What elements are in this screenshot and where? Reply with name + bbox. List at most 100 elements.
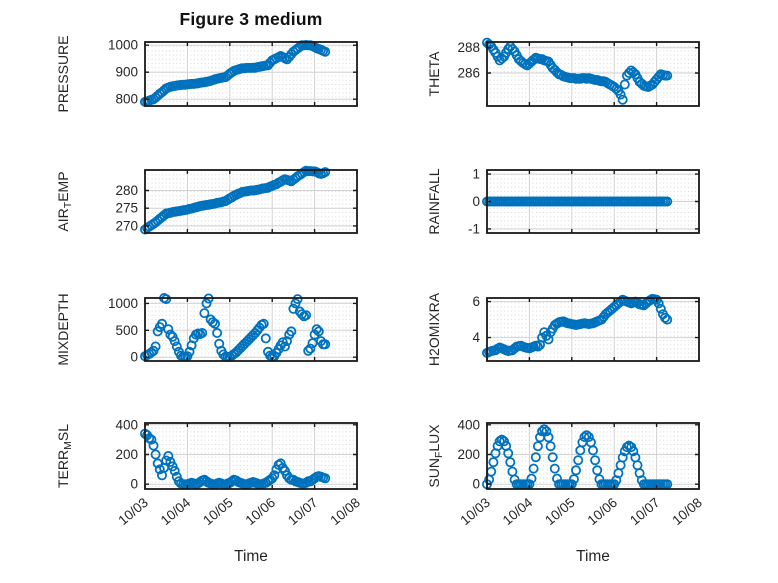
data-point [653,298,664,309]
axes-frame [486,41,700,107]
y-tick-label: 1 [472,167,480,182]
major-grid [487,423,699,489]
data-point [537,426,548,437]
x-tick-label: 10/06 [243,495,279,528]
x-tick-label: 10/03 [457,495,493,528]
y-axis-label: THETA [426,51,442,97]
data-point [660,312,671,323]
tick-marks [144,423,358,489]
data-point [286,326,297,337]
data-point [169,336,180,347]
data-point [296,309,307,320]
x-tick-label: 10/03 [115,495,151,528]
y-axis-label: MIXDEPTH [55,293,71,365]
y-axis-label: RAINFALL [426,168,442,234]
data-point [581,430,592,441]
data-points [481,196,673,207]
data-point [320,46,331,57]
data-point [530,452,541,463]
data-point [305,343,316,354]
data-point [320,167,331,178]
data-point [320,339,331,350]
data-point [498,436,509,447]
data-point [150,449,161,460]
x-tick-label: 10/04 [500,495,536,529]
axes-frame [486,422,700,490]
subplot-sun-flux: 0 200 400 SUNFLUX 10/03 10/04 10/05 10/06 10/07 1… [426,417,705,528]
x-tick-label: 10/05 [542,495,578,528]
data-points [139,40,331,107]
major-grid [145,42,357,106]
x-tick-label: 10/07 [627,495,663,528]
data-point [184,346,195,357]
data-point [269,470,280,481]
y-tick-label: 4 [472,330,480,345]
data-point [615,89,626,100]
data-point [212,327,223,338]
data-points [139,165,331,235]
data-point [505,457,516,468]
tick-marks [144,170,358,233]
data-point [169,465,180,476]
x-axis-label-right-column: Time [576,548,610,565]
y-axis-label: PRESSURE [55,35,71,112]
data-point [148,440,159,451]
data-point [632,460,643,471]
tick-marks [486,170,700,233]
data-point [279,341,290,352]
data-point [617,452,628,463]
figure-title: Figure 3 medium [179,9,323,29]
data-points [481,424,673,490]
data-point [655,303,666,314]
data-point [209,318,220,329]
data-point [588,445,599,456]
data-point [532,441,543,452]
subplot-theta: 286 288 THETA [426,37,700,107]
data-point [579,431,590,442]
y-tick-label: -1 [468,221,480,236]
data-point [571,465,582,476]
data-point [545,441,556,452]
data-point [486,466,497,477]
x-tick-label: 10/06 [585,495,621,528]
y-tick-label: 400 [115,417,138,432]
data-point [532,341,543,352]
data-point [154,464,165,475]
y-tick-label: 0 [472,194,480,209]
y-tick-label: 0 [472,477,480,492]
y-axis-label: H2OMIXRA [426,292,442,366]
data-point [547,452,558,463]
data-point [617,94,628,105]
data-point [311,324,322,335]
axes-frame [144,297,358,362]
data-point [528,463,539,474]
y-tick-label: 800 [115,92,138,107]
y-tick-label: 0 [130,477,138,492]
y-tick-label: 286 [457,66,480,81]
tick-marks [486,423,700,489]
y-tick-label: 1000 [108,296,138,311]
data-points [139,428,331,490]
y-axis-label: AIRTEMP [55,171,74,231]
x-axis-label-left-column: Time [234,548,268,565]
y-tick-label: 200 [115,447,138,462]
data-point [662,70,673,81]
data-point [583,431,594,442]
x-tick-label: 10/08 [327,495,363,528]
major-grid [145,170,357,233]
y-tick-label: 0 [130,350,138,365]
y-tick-label: 275 [115,201,138,216]
data-points [481,37,673,105]
data-point [171,341,182,352]
data-point [199,308,210,319]
data-point [573,455,584,466]
data-point [543,432,554,443]
y-tick-label: 280 [115,183,138,198]
data-point [628,446,639,457]
data-points [481,293,673,358]
subplot-mixdepth: 0 500 1000 MIXDEPTH [55,292,358,366]
axes-frame [144,422,358,490]
data-point [207,317,218,328]
